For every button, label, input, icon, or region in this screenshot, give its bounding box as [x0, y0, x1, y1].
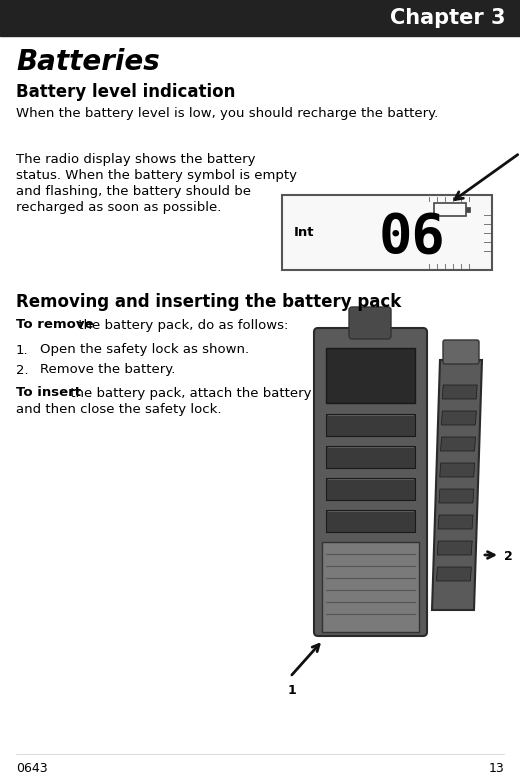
Polygon shape: [440, 463, 475, 477]
Polygon shape: [438, 515, 473, 529]
Text: When the battery level is low, you should recharge the battery.: When the battery level is low, you shoul…: [16, 106, 438, 120]
Text: status. When the battery symbol is empty: status. When the battery symbol is empty: [16, 169, 297, 182]
Text: 13: 13: [488, 762, 504, 774]
Text: 2.: 2.: [16, 363, 29, 377]
Text: To remove: To remove: [16, 319, 94, 331]
Text: Battery level indication: Battery level indication: [16, 83, 236, 101]
Text: 1.: 1.: [16, 344, 29, 356]
Polygon shape: [440, 437, 475, 451]
Text: Batteries: Batteries: [16, 48, 160, 76]
Bar: [282, 195, 492, 270]
Text: Chapter 3: Chapter 3: [389, 8, 505, 28]
Polygon shape: [439, 489, 474, 503]
Bar: [326, 478, 415, 500]
FancyBboxPatch shape: [314, 328, 427, 636]
Text: To insert: To insert: [16, 387, 81, 399]
Text: Removing and inserting the battery pack: Removing and inserting the battery pack: [16, 293, 401, 311]
Text: 06: 06: [379, 211, 445, 264]
Text: the battery pack, do as follows:: the battery pack, do as follows:: [74, 319, 289, 331]
FancyBboxPatch shape: [349, 307, 391, 339]
Text: recharged as soon as possible.: recharged as soon as possible.: [16, 201, 222, 215]
Text: and flashing, the battery should be: and flashing, the battery should be: [16, 186, 251, 199]
Polygon shape: [432, 360, 482, 610]
Text: Int: Int: [294, 226, 315, 240]
Text: The radio display shows the battery: The radio display shows the battery: [16, 153, 255, 167]
Bar: [0, 0, 520, 36]
FancyBboxPatch shape: [443, 340, 479, 364]
Bar: [322, 542, 419, 632]
Text: and then close the safety lock.: and then close the safety lock.: [16, 402, 222, 416]
Text: Remove the battery.: Remove the battery.: [40, 363, 175, 377]
Text: 1: 1: [288, 684, 296, 698]
Bar: [434, 203, 466, 216]
Text: 2: 2: [504, 550, 512, 564]
Bar: [326, 510, 415, 532]
Bar: [466, 207, 470, 212]
Text: 0643: 0643: [16, 762, 48, 774]
Polygon shape: [441, 411, 476, 425]
Polygon shape: [442, 385, 477, 399]
Text: the battery pack, attach the battery: the battery pack, attach the battery: [66, 387, 311, 399]
Polygon shape: [437, 541, 472, 555]
Bar: [326, 414, 415, 436]
Polygon shape: [436, 567, 471, 581]
Text: Open the safety lock as shown.: Open the safety lock as shown.: [40, 344, 249, 356]
Bar: [326, 446, 415, 468]
Bar: [326, 348, 415, 403]
